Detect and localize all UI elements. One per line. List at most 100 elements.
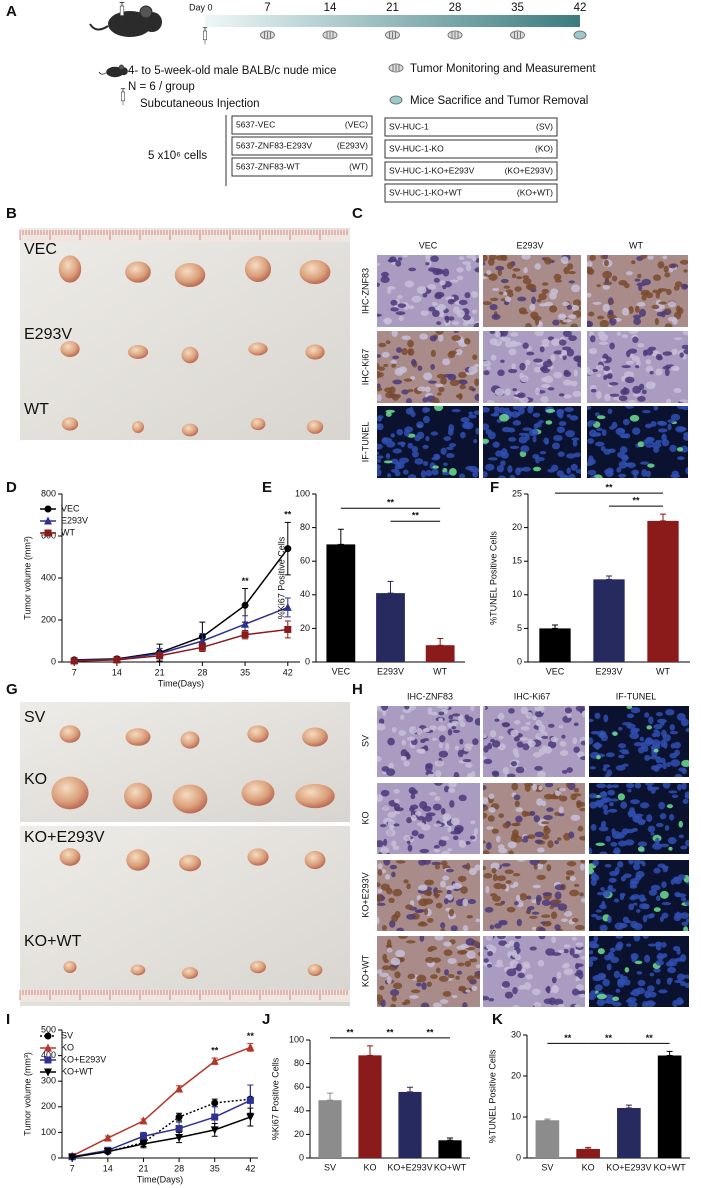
cell bbox=[416, 974, 427, 983]
cell bbox=[595, 842, 606, 846]
cell bbox=[589, 335, 596, 343]
cell bbox=[442, 991, 452, 997]
cell bbox=[547, 387, 555, 391]
cell bbox=[640, 461, 650, 465]
cell bbox=[657, 718, 667, 724]
micrograph bbox=[483, 406, 581, 478]
cell bbox=[612, 850, 621, 854]
cell bbox=[409, 726, 417, 734]
cell bbox=[469, 958, 478, 963]
cell bbox=[483, 423, 490, 431]
cell bbox=[574, 1004, 580, 1007]
cell bbox=[580, 860, 585, 864]
legend-label: E293V bbox=[61, 515, 88, 525]
cell bbox=[613, 970, 620, 979]
cell bbox=[452, 835, 459, 841]
cell bbox=[610, 841, 618, 847]
y-axis-label: Tumor volume (mm³) bbox=[22, 536, 32, 620]
cell bbox=[547, 336, 555, 341]
cell bbox=[486, 963, 493, 968]
cell bbox=[424, 814, 433, 822]
cell bbox=[562, 331, 572, 337]
cell bbox=[495, 331, 501, 338]
x-tick-label: 14 bbox=[103, 1163, 113, 1173]
cell bbox=[539, 450, 547, 455]
group-short: (E293V) bbox=[337, 140, 368, 150]
cell bbox=[590, 388, 597, 393]
cell bbox=[673, 914, 682, 922]
cell bbox=[512, 987, 518, 995]
marker bbox=[198, 643, 206, 651]
cell bbox=[552, 989, 558, 994]
photo-label: KO bbox=[24, 771, 47, 788]
x-tick-label: 21 bbox=[138, 1163, 148, 1173]
cell bbox=[670, 474, 681, 478]
cell bbox=[611, 798, 619, 802]
cell bbox=[664, 272, 671, 278]
cell bbox=[569, 889, 580, 897]
cell bbox=[377, 882, 381, 888]
cell bbox=[389, 386, 396, 394]
micrograph bbox=[377, 255, 479, 327]
cell bbox=[549, 305, 558, 313]
cell bbox=[487, 950, 494, 957]
cell bbox=[511, 363, 516, 370]
cell bbox=[597, 948, 605, 955]
cell bbox=[590, 990, 596, 994]
cell bbox=[497, 844, 505, 850]
cell bbox=[589, 766, 597, 770]
cell bbox=[566, 414, 572, 418]
cell bbox=[428, 792, 437, 796]
cell bbox=[433, 844, 440, 849]
cell bbox=[517, 860, 526, 862]
cell bbox=[659, 304, 665, 309]
cell bbox=[534, 831, 545, 838]
group-box bbox=[384, 183, 558, 203]
cell bbox=[545, 408, 556, 413]
cell bbox=[397, 294, 403, 299]
cell bbox=[644, 754, 651, 761]
cell bbox=[579, 835, 585, 841]
photo-label: E293V bbox=[24, 326, 72, 343]
cell bbox=[462, 898, 468, 907]
significance: ** bbox=[247, 1031, 255, 1041]
cell bbox=[504, 991, 514, 999]
cell bbox=[684, 900, 689, 906]
cell bbox=[591, 368, 599, 373]
cell bbox=[440, 922, 446, 929]
cell bbox=[488, 807, 496, 813]
bar bbox=[358, 1055, 382, 1158]
cell bbox=[521, 968, 526, 973]
cell bbox=[639, 802, 650, 809]
cell bbox=[617, 978, 626, 985]
cell bbox=[407, 388, 414, 393]
cell bbox=[661, 433, 667, 442]
cell bbox=[618, 395, 628, 402]
timeline-day: 35 bbox=[511, 2, 524, 14]
cell bbox=[534, 839, 543, 844]
legend-marker bbox=[44, 1056, 52, 1064]
cell bbox=[491, 313, 501, 320]
cell bbox=[571, 304, 580, 312]
cell bbox=[512, 748, 519, 756]
cell bbox=[396, 428, 404, 436]
cell bbox=[400, 714, 405, 720]
cell bbox=[614, 866, 620, 875]
cell bbox=[556, 426, 566, 433]
cell bbox=[522, 743, 530, 751]
cell bbox=[679, 399, 688, 403]
cell bbox=[535, 455, 541, 464]
y-tick-label: 100 bbox=[41, 1127, 56, 1137]
cell bbox=[594, 441, 605, 447]
cell bbox=[661, 729, 667, 738]
cell bbox=[655, 978, 661, 985]
cell bbox=[447, 825, 452, 833]
cell bbox=[563, 394, 572, 399]
cell bbox=[458, 794, 467, 802]
cell bbox=[599, 851, 608, 854]
micrograph bbox=[377, 860, 480, 931]
cell bbox=[589, 737, 594, 745]
timeline-day: 21 bbox=[386, 2, 399, 14]
cell bbox=[527, 740, 536, 748]
cell bbox=[653, 729, 659, 733]
